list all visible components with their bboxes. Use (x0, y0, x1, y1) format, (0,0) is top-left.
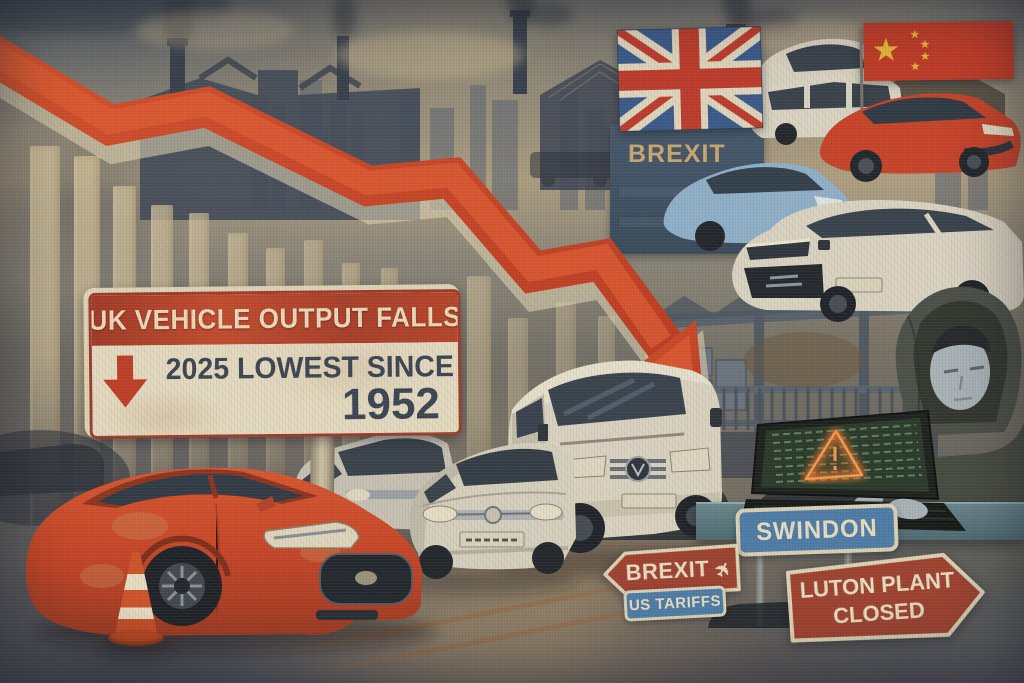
us-tariffs-label: US TARIFFS (628, 592, 722, 615)
cone-body (114, 552, 158, 636)
headline-sign-panel: UK VEHICLE OUTPUT FALLS 2025 LOWEST SINC… (88, 289, 462, 439)
down-arrow-icon (92, 345, 159, 436)
cone-base (108, 630, 164, 646)
traffic-cone (108, 552, 164, 652)
headline-sign-band: UK VEHICLE OUTPUT FALLS (88, 292, 461, 346)
road-sign-swindon: SWINDON (735, 503, 899, 557)
headline-line3: 1952 (341, 379, 441, 430)
road-sign-luton: LUTON PLANT CLOSED (783, 549, 989, 649)
red-sedan (25, 467, 422, 636)
headline-sign-lower: 2025 LOWEST SINCE 1952 (91, 342, 459, 436)
plane-icon: ✈ (711, 557, 738, 582)
brexit-sign-label: BREXIT (625, 556, 710, 586)
headline-line2: 2025 LOWEST SINCE (165, 350, 455, 387)
swindon-label: SWINDON (755, 513, 879, 546)
road-sign-us-tariffs: US TARIFFS (623, 585, 727, 622)
headline-sign: UK VEHICLE OUTPUT FALLS 2025 LOWEST SINC… (83, 284, 462, 439)
headline-line1: UK VEHICLE OUTPUT FALLS (88, 301, 461, 336)
